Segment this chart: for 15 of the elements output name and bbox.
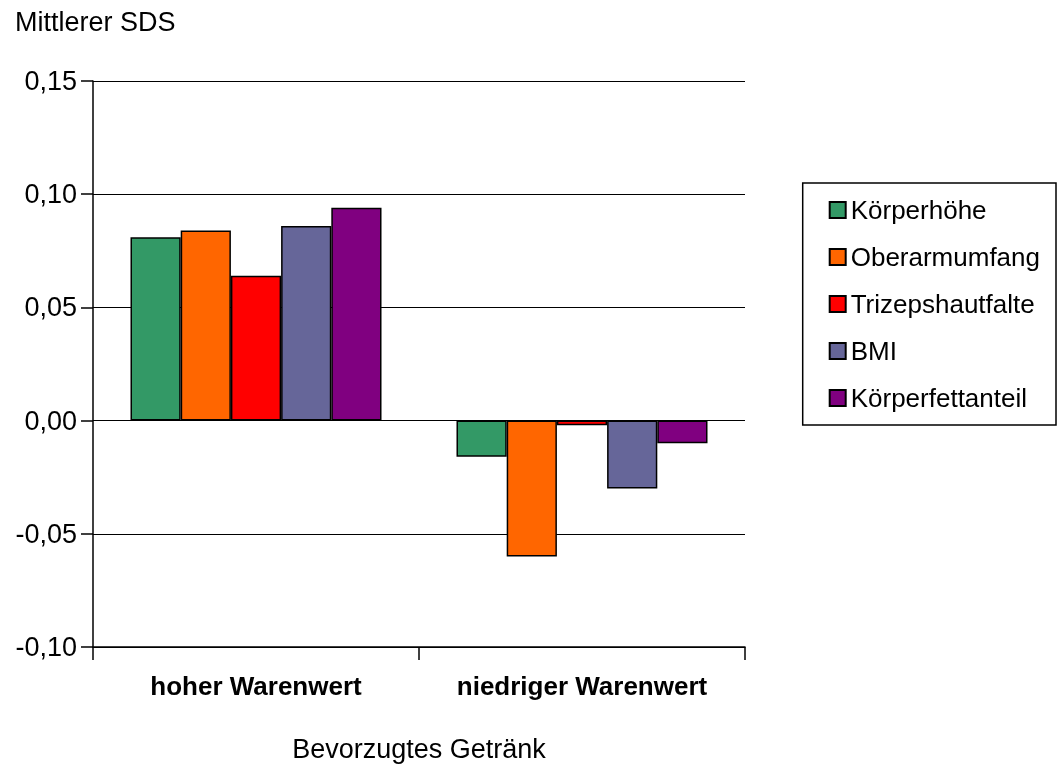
legend-label: BMI [850,336,897,366]
y-tick-label: 0,05 [24,292,77,323]
x-tick-label: niedriger Warenwert [456,671,708,701]
y-tick-label: 0,15 [24,66,77,96]
y-tick-label: -0,05 [15,518,77,549]
legend-label: Körperhöhe [850,195,987,225]
y-tick-label: -0,10 [15,632,77,662]
x-tick-label: hoher Warenwert [150,671,363,701]
y-tick-label: 0,00 [24,405,77,436]
legend-label: Trizepshautfalte [850,289,1035,319]
legend-label: Oberarmumfang [850,242,1041,272]
legend-label: Körperfettanteil [850,383,1028,413]
x-axis-title: Bevorzugtes Getränk [292,733,547,764]
y-tick-label: 0,10 [24,179,77,210]
y-axis-title: Mittlerer SDS [15,6,176,37]
